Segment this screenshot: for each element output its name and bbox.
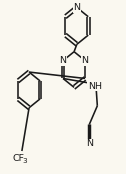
Text: N: N [82,56,89,65]
Text: 3: 3 [22,158,27,164]
Text: N: N [86,139,93,148]
Text: NH: NH [88,82,102,90]
Text: N: N [60,56,67,65]
Text: CF: CF [13,154,25,163]
Text: N: N [73,3,80,12]
